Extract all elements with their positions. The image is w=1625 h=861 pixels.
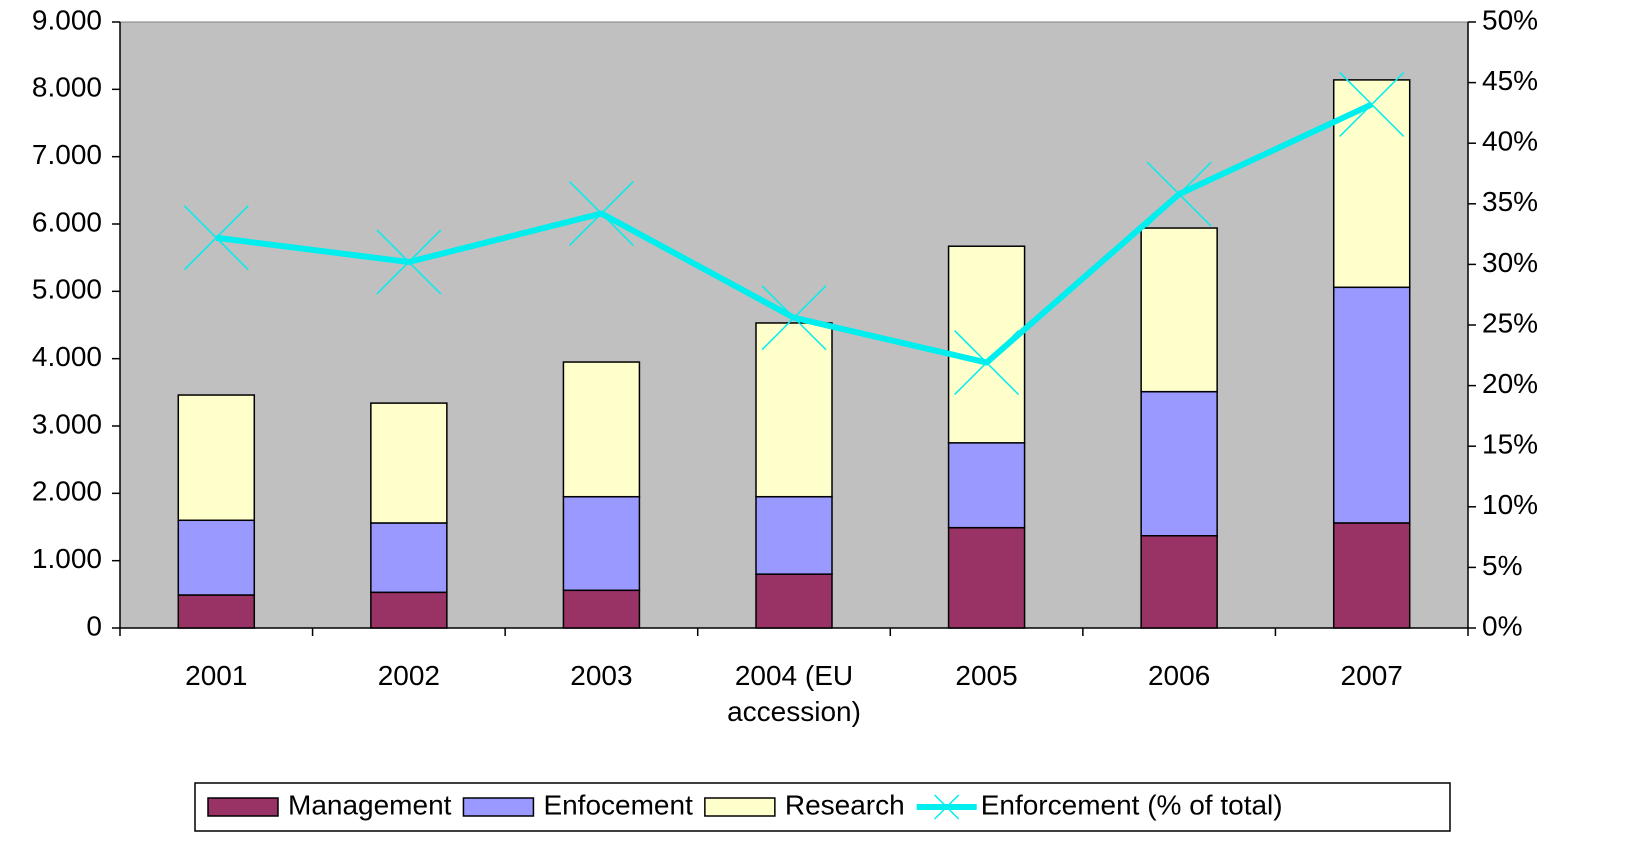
- line-marker: [1146, 161, 1212, 227]
- x-tick-label: 2007: [1340, 660, 1403, 691]
- bar-segment: [562, 589, 641, 629]
- legend-swatch: [462, 797, 535, 817]
- bar-segment: [1140, 390, 1218, 537]
- x-tick-label: 2001: [185, 660, 248, 691]
- y2-tick-label: 50%: [1482, 4, 1538, 35]
- line-marker: [568, 180, 634, 247]
- y-tick-label: 1.000: [32, 543, 102, 574]
- bar-segment: [947, 526, 1026, 629]
- bar-segment: [177, 394, 256, 522]
- y-tick-label: 9.000: [32, 4, 102, 35]
- y2-tick-label: 25%: [1482, 307, 1538, 338]
- y2-tick-label: 45%: [1482, 65, 1538, 96]
- bar-segment: [947, 245, 1026, 444]
- line-marker: [1339, 71, 1405, 137]
- legend-swatch: [207, 797, 279, 817]
- bar-segment: [562, 361, 641, 498]
- y2-tick-label: 20%: [1482, 368, 1538, 399]
- x-tick-label: 2003: [570, 660, 633, 691]
- y2-tick-label: 30%: [1482, 247, 1538, 278]
- y-tick-label: 4.000: [32, 341, 102, 372]
- y-tick-label: 2.000: [32, 476, 102, 507]
- y2-tick-label: 5%: [1482, 550, 1522, 581]
- y-tick-label: 7.000: [32, 139, 102, 170]
- y2-tick-label: 35%: [1482, 186, 1538, 217]
- bar-segment: [755, 573, 833, 629]
- line-marker: [954, 330, 1020, 396]
- bar-segment: [370, 591, 448, 629]
- legend-label: Enfocement: [543, 789, 693, 820]
- y2-tick-label: 10%: [1482, 489, 1538, 520]
- line-marker: [183, 205, 249, 271]
- bar-segment: [1332, 522, 1411, 629]
- bar-segment: [1140, 535, 1218, 629]
- bar-segment: [1332, 286, 1411, 524]
- y-tick-label: 0: [86, 610, 102, 641]
- bar-segment: [370, 522, 448, 594]
- legend-label: Enforcement (% of total): [981, 789, 1283, 820]
- y-tick-label: 8.000: [32, 72, 102, 103]
- line-marker: [761, 285, 827, 351]
- legend-marker: [934, 794, 960, 820]
- x-tick-label: 2004 (EU accession): [727, 660, 861, 727]
- y-tick-label: 3.000: [32, 408, 102, 439]
- x-tick-label: 2002: [377, 660, 440, 691]
- y2-tick-label: 40%: [1482, 126, 1538, 157]
- bar-segment: [177, 519, 256, 596]
- bar-segment: [755, 495, 833, 575]
- line-marker: [376, 229, 442, 295]
- legend-label: Management: [288, 789, 452, 820]
- bar-segment: [1332, 79, 1411, 289]
- y-tick-label: 6.000: [32, 206, 102, 237]
- bar-segment: [562, 495, 641, 592]
- y2-tick-label: 0%: [1482, 610, 1522, 641]
- bar-segment: [177, 594, 256, 629]
- x-tick-label: 2005: [955, 660, 1018, 691]
- x-tick-label: 2006: [1147, 660, 1211, 691]
- bar-segment: [370, 402, 448, 524]
- bar-segment: [947, 442, 1026, 529]
- y-tick-label: 5.000: [32, 274, 102, 305]
- y2-tick-label: 15%: [1482, 429, 1538, 460]
- legend-swatch: [704, 797, 776, 817]
- legend-label: Research: [785, 789, 905, 820]
- bar-segment: [755, 322, 833, 498]
- bar-segment: [1140, 227, 1218, 393]
- legend-box: [194, 782, 1451, 832]
